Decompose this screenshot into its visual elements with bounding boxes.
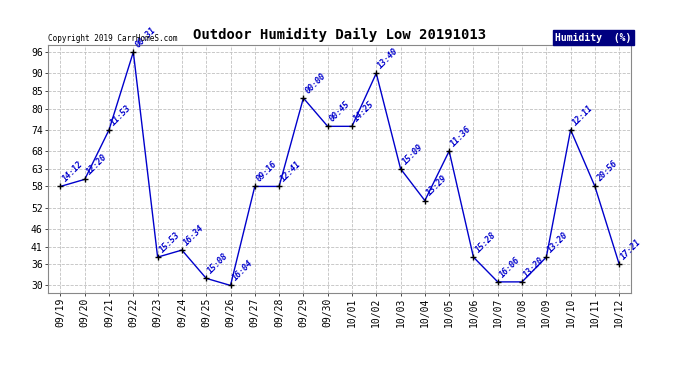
Title: Outdoor Humidity Daily Low 20191013: Outdoor Humidity Daily Low 20191013 [193, 28, 486, 42]
Text: 12:11: 12:11 [571, 103, 595, 127]
Text: 15:53: 15:53 [157, 230, 181, 254]
Text: 13:20: 13:20 [546, 230, 571, 254]
Text: 00:31: 00:31 [133, 25, 157, 49]
Text: Copyright 2019 CarrHomeS.com: Copyright 2019 CarrHomeS.com [48, 33, 178, 42]
Text: 20:56: 20:56 [595, 159, 619, 184]
Text: 16:34: 16:34 [182, 223, 206, 247]
Text: 13:29: 13:29 [425, 174, 449, 198]
Text: 00:45: 00:45 [328, 99, 352, 123]
Text: 11:53: 11:53 [109, 103, 133, 127]
Text: 12:41: 12:41 [279, 159, 303, 184]
Text: 15:28: 15:28 [473, 230, 497, 254]
Text: 00:00: 00:00 [304, 71, 328, 95]
Text: 17:21: 17:21 [619, 237, 643, 261]
Text: 15:09: 15:09 [401, 142, 424, 166]
Text: 12:20: 12:20 [85, 153, 109, 177]
Text: 14:12: 14:12 [61, 159, 84, 184]
Text: 13:40: 13:40 [376, 46, 400, 70]
Text: 16:06: 16:06 [497, 255, 522, 279]
Text: 13:20: 13:20 [522, 255, 546, 279]
Text: 14:25: 14:25 [352, 99, 376, 123]
Text: 09:16: 09:16 [255, 159, 279, 184]
Text: 15:08: 15:08 [206, 252, 230, 276]
Text: 16:04: 16:04 [230, 258, 255, 283]
Text: 11:36: 11:36 [449, 124, 473, 148]
Text: Humidity  (%): Humidity (%) [555, 33, 631, 42]
